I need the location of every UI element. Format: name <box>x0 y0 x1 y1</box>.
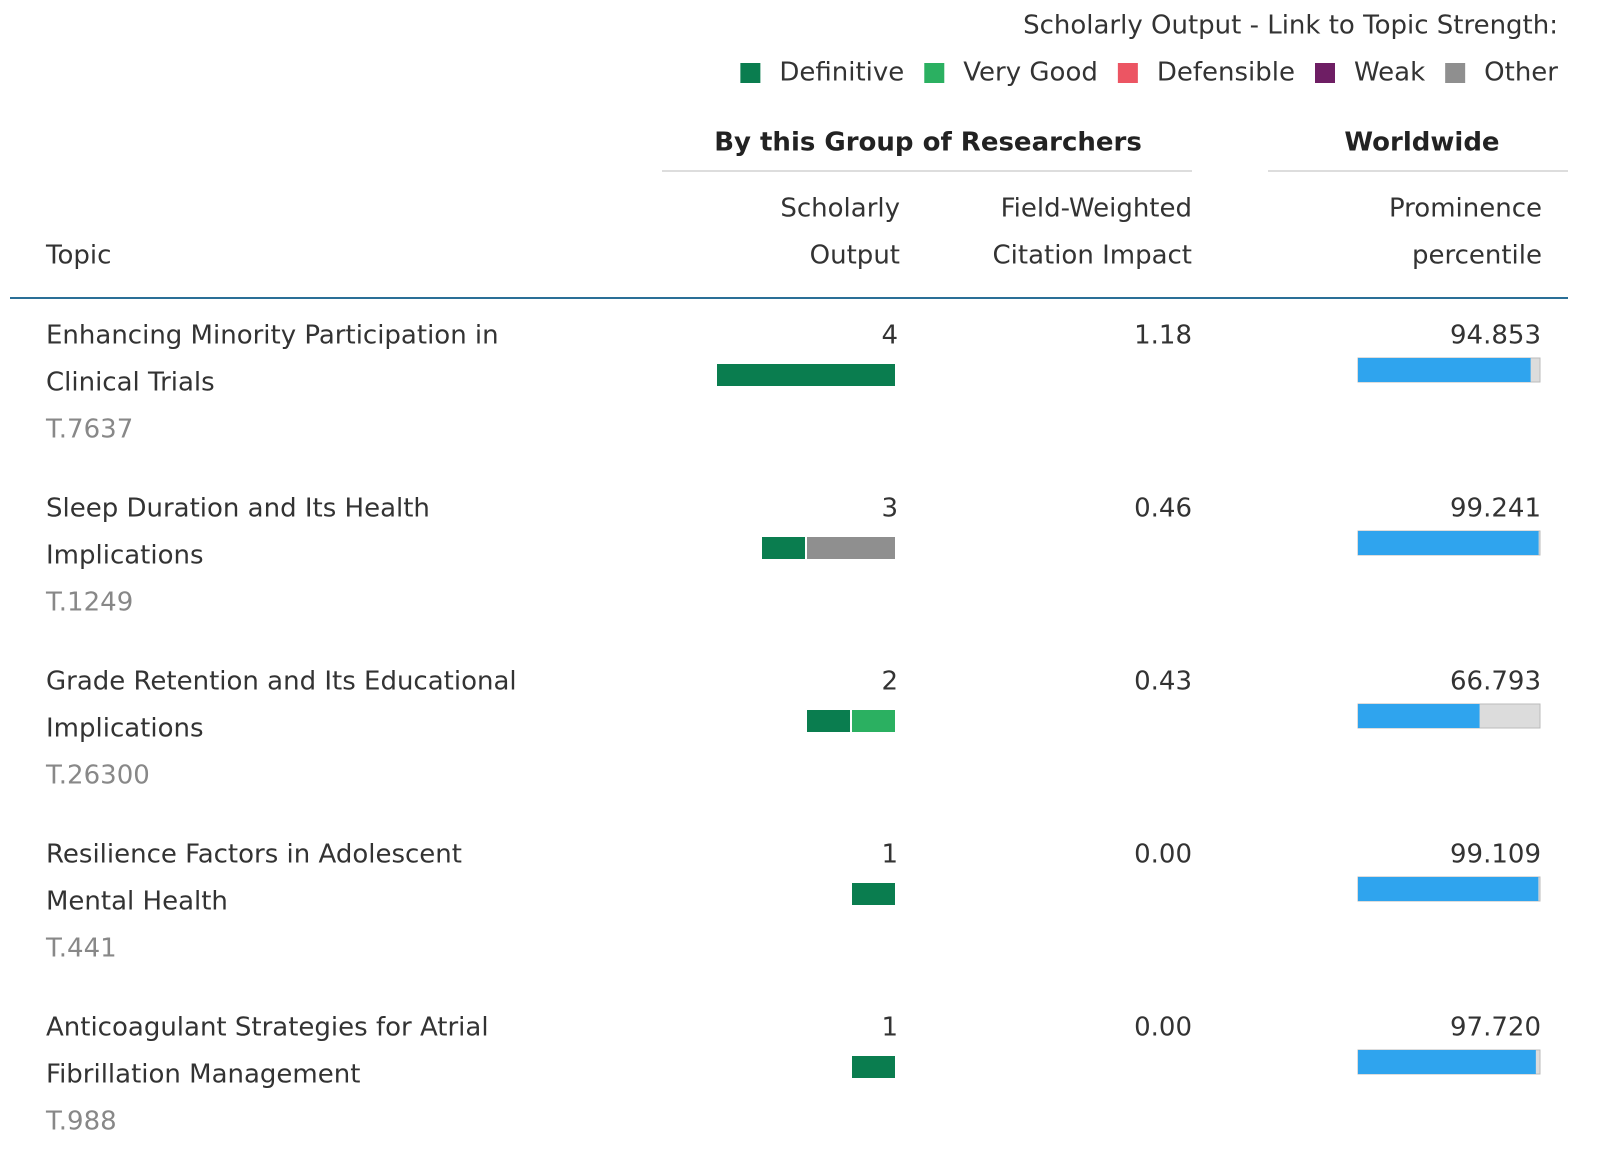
legend-label: Defensible <box>1157 58 1295 88</box>
column-header: Scholarly <box>780 194 900 224</box>
prominence: 99.241 <box>1450 494 1541 524</box>
legend-label: Definitive <box>779 58 904 88</box>
column-header: Field-Weighted <box>1001 194 1192 224</box>
scholarly-output: 1 <box>881 840 898 870</box>
topic-id: T.988 <box>45 1107 117 1137</box>
legend-title: Scholarly Output - Link to Topic Strengt… <box>1023 11 1558 41</box>
prominence: 94.853 <box>1450 321 1541 351</box>
output-segment <box>807 537 895 559</box>
scholarly-output: 1 <box>881 1013 898 1043</box>
topic-name: Fibrillation Management <box>46 1060 360 1090</box>
prominence-bar <box>1358 358 1531 382</box>
legend-swatch <box>740 63 761 83</box>
fwci: 0.00 <box>1134 840 1192 870</box>
topic-name: Enhancing Minority Participation in <box>46 321 499 351</box>
group-header: Worldwide <box>1344 128 1499 158</box>
legend-swatch <box>1445 63 1466 83</box>
topic-id: T.7637 <box>45 415 133 445</box>
fwci: 0.00 <box>1134 1013 1192 1043</box>
column-header: Prominence <box>1389 194 1542 224</box>
legend-swatch <box>1315 63 1335 83</box>
topic-name: Sleep Duration and Its Health <box>46 494 430 524</box>
topic-name: Implications <box>46 541 204 571</box>
output-segment <box>852 883 895 905</box>
output-segment <box>852 710 895 732</box>
topic-name: Clinical Trials <box>46 368 215 398</box>
column-header: Citation Impact <box>993 241 1193 271</box>
legend-label: Weak <box>1354 58 1425 88</box>
topic-name: Anticoagulant Strategies for Atrial <box>46 1013 489 1043</box>
fwci: 0.43 <box>1134 667 1192 697</box>
output-segment <box>852 1056 895 1078</box>
topic-id: T.441 <box>45 934 117 964</box>
group-header: By this Group of Researchers <box>714 128 1142 158</box>
output-segment <box>762 537 805 559</box>
column-header: Topic <box>45 241 111 271</box>
topic-name: Grade Retention and Its Educational <box>46 667 517 697</box>
topic-name: Resilience Factors in Adolescent <box>46 840 462 870</box>
topic-name: Mental Health <box>46 887 228 917</box>
legend-label: Other <box>1484 58 1558 88</box>
scholarly-output: 3 <box>881 494 898 524</box>
legend-swatch <box>1117 63 1138 83</box>
topic-id: T.26300 <box>45 761 150 791</box>
scholarly-output: 2 <box>881 667 898 697</box>
legend-swatch <box>924 63 945 83</box>
prominence: 99.109 <box>1450 840 1541 870</box>
scholarly-output: 4 <box>881 321 898 351</box>
fwci: 1.18 <box>1134 321 1192 351</box>
prominence: 66.793 <box>1450 667 1541 697</box>
legend-label: Very Good <box>963 58 1098 88</box>
prominence-bar <box>1358 1050 1536 1074</box>
topic-id: T.1249 <box>45 588 133 618</box>
output-segment <box>807 710 850 732</box>
topic-name: Implications <box>46 714 204 744</box>
prominence-bar <box>1358 531 1539 555</box>
column-header: Output <box>810 241 900 271</box>
prominence: 97.720 <box>1450 1013 1541 1043</box>
prominence-bar <box>1358 704 1480 728</box>
prominence-bar <box>1358 877 1539 901</box>
output-segment <box>717 364 895 386</box>
fwci: 0.46 <box>1134 494 1192 524</box>
column-header: percentile <box>1412 241 1542 271</box>
